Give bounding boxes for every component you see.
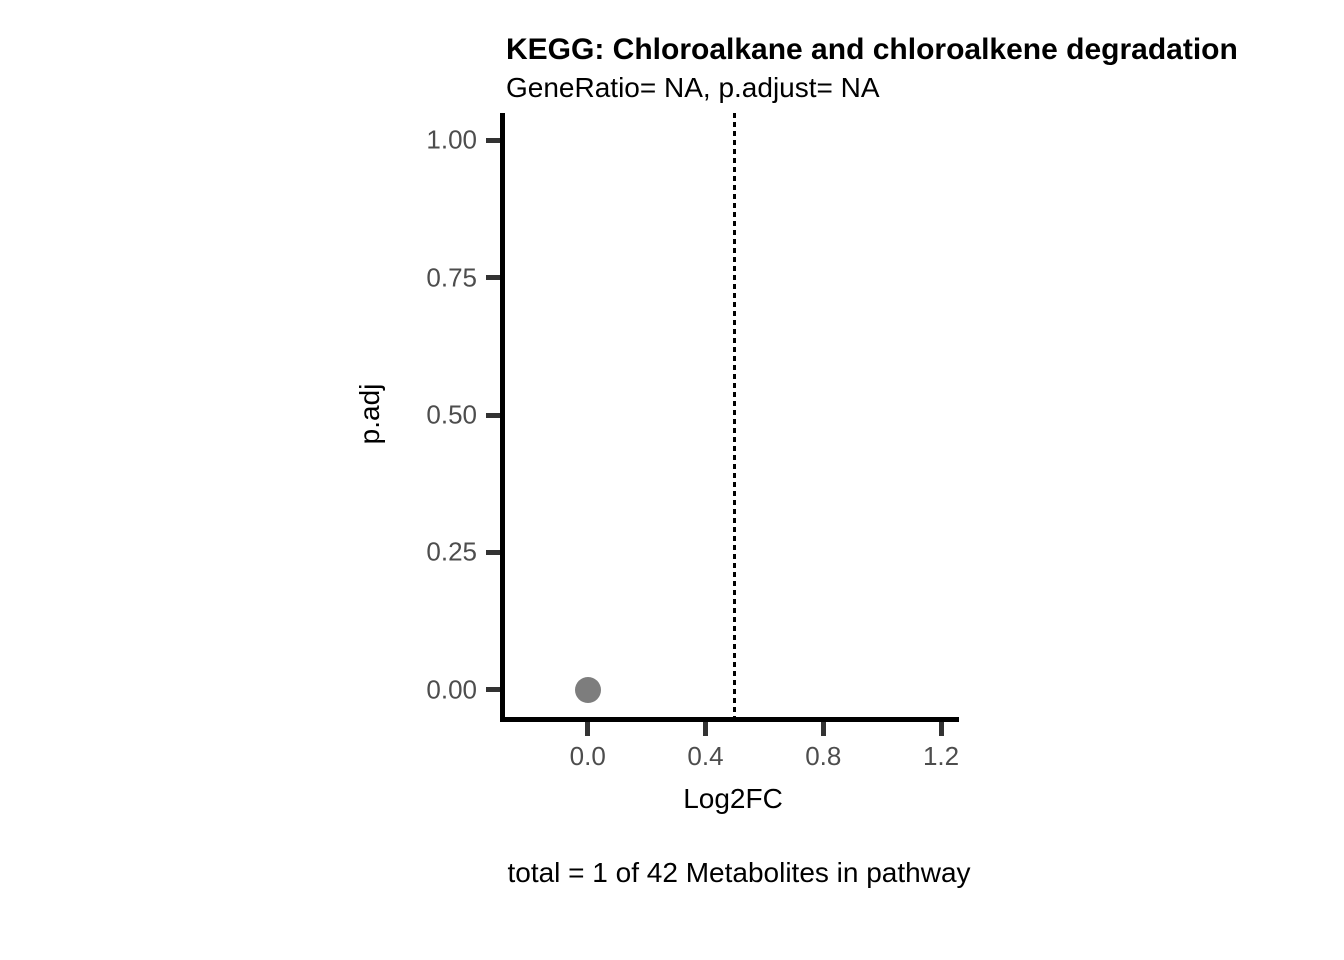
x-axis-title: Log2FC (683, 783, 783, 814)
x-tick-mark (820, 722, 826, 736)
plot-panel: 0.00 0.25 0.50 0.75 1.00 0.0 0.4 0.8 1.2 (426, 113, 959, 771)
x-tick-label: 0.4 (687, 741, 724, 771)
y-axis-title: p.adj (354, 383, 385, 445)
y-tick-label: 1.00 (426, 124, 477, 155)
x-tick-mark (703, 722, 708, 736)
y-tick-label: 0.75 (426, 262, 477, 293)
y-tick-label: 0.25 (426, 536, 477, 567)
chart-title: KEGG: Chloroalkane and chloroalkene degr… (506, 33, 1238, 66)
y-tick-label: 0.50 (426, 399, 477, 430)
y-tick-mark (486, 687, 500, 693)
y-tick-mark (486, 137, 500, 143)
y-tick-mark (486, 275, 500, 281)
x-tick-label: 0.8 (805, 741, 842, 771)
x-tick-mark (585, 722, 591, 736)
x-tick-mark (938, 722, 944, 736)
x-tick-label: 0.0 (569, 741, 606, 771)
chart-subtitle: GeneRatio= NA, p.adjust= NA (506, 72, 880, 103)
chart-caption: total = 1 of 42 Metabolites in pathway (507, 857, 971, 888)
threshold-dashed-line (733, 113, 737, 717)
x-axis-line (500, 717, 959, 722)
y-tick-label: 0.00 (426, 674, 477, 705)
y-axis-line (500, 113, 505, 722)
y-tick-mark (486, 549, 500, 555)
x-tick-label: 1.2 (922, 741, 960, 771)
data-point (574, 676, 601, 703)
y-tick-mark (486, 412, 500, 418)
